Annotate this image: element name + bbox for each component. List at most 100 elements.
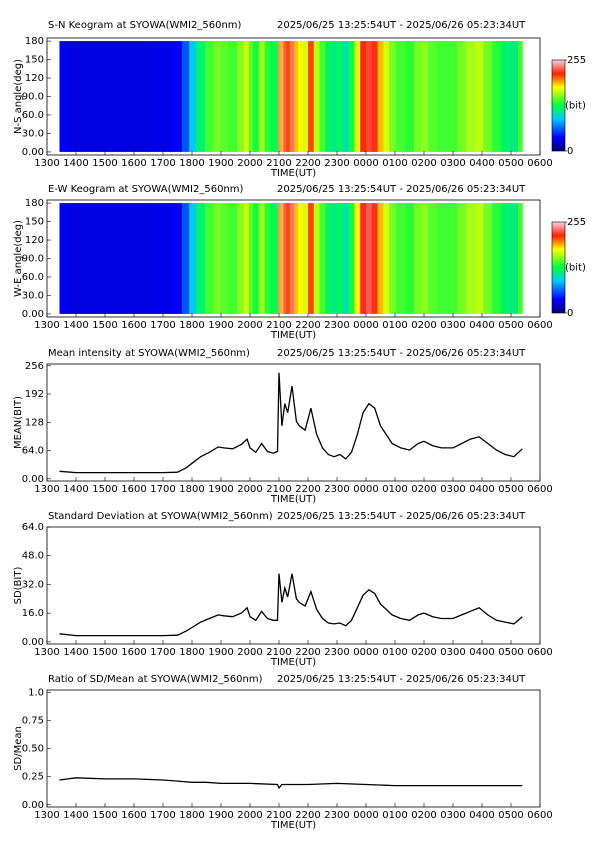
x-tick-label: 1500: [92, 810, 117, 821]
x-tick-label: 0000: [353, 484, 378, 495]
x-tick-label: 2100: [266, 810, 291, 821]
keogram-column: [466, 41, 476, 152]
x-tick-label: 1400: [63, 484, 88, 495]
keogram-column: [119, 41, 149, 152]
x-tick-label: 2000: [237, 484, 262, 495]
x-tick-label: 1600: [121, 647, 146, 658]
y-tick-label: 1.0: [28, 687, 44, 698]
keogram-column: [509, 41, 519, 152]
x-tick-label: 0600: [527, 484, 552, 495]
keogram-column: [313, 203, 320, 314]
chart-subtitle: 2025/06/25 13:25:54UT - 2025/06/26 05:23…: [277, 674, 526, 685]
keogram-column: [405, 41, 415, 152]
keogram-column: [360, 203, 367, 314]
keogram-column: [366, 203, 373, 314]
x-tick-label: 1700: [150, 158, 175, 169]
x-tick-label: 0400: [469, 484, 494, 495]
x-tick-label: 1500: [92, 320, 117, 331]
keogram-column: [319, 203, 326, 314]
x-tick-label: 0000: [353, 810, 378, 821]
x-tick-label: 0100: [382, 810, 407, 821]
keogram-column: [377, 41, 384, 152]
keogram-column: [90, 41, 120, 152]
keogram-column: [244, 203, 249, 314]
keogram-column: [181, 203, 190, 314]
keogram-column: [518, 41, 523, 152]
colorbar-tick-label: 255: [567, 55, 586, 66]
y-tick-label: 30.0: [22, 128, 44, 139]
keogram-column: [148, 41, 171, 152]
x-tick-label: 0500: [498, 158, 523, 169]
x-tick-label: 1500: [92, 158, 117, 169]
keogram-column: [275, 203, 279, 314]
chart-subtitle: 2025/06/25 13:25:54UT - 2025/06/26 05:23…: [277, 348, 526, 359]
x-tick-label: 2300: [324, 810, 349, 821]
chart-title: Mean intensity at SYOWA(WMI2_560nm): [48, 348, 250, 359]
colorbar-tick-label: 0: [567, 308, 573, 319]
x-tick-label: 0100: [382, 320, 407, 331]
x-tick-label: 0600: [527, 647, 552, 658]
x-tick-label: 1700: [150, 810, 175, 821]
keogram-column: [405, 203, 415, 314]
x-tick-label: 2300: [324, 158, 349, 169]
y-tick-label: 64.0: [22, 522, 44, 533]
x-tick-label: 0500: [498, 320, 523, 331]
x-tick-label: 0200: [411, 320, 436, 331]
x-tick-label: 1900: [208, 158, 233, 169]
x-tick-label: 0300: [440, 158, 465, 169]
keogram-column: [383, 203, 390, 314]
x-axis-label: TIME(UT): [270, 820, 316, 831]
y-tick-label: 90.0: [22, 92, 44, 103]
keogram-column: [270, 203, 276, 314]
x-tick-label: 0400: [469, 810, 494, 821]
chart-title: Standard Deviation at SYOWA(WMI2_560nm): [48, 511, 273, 522]
keogram-column: [428, 41, 438, 152]
x-tick-label: 0300: [440, 320, 465, 331]
y-tick-label: 64.0: [22, 446, 44, 457]
keogram-column: [302, 41, 309, 152]
keogram-column: [428, 203, 438, 314]
x-tick-label: 0600: [527, 158, 552, 169]
x-tick-label: 1900: [208, 484, 233, 495]
x-tick-label: 0300: [440, 810, 465, 821]
keogram-column: [389, 41, 397, 152]
keogram-column: [275, 41, 279, 152]
x-tick-label: 0100: [382, 484, 407, 495]
line-series: [59, 573, 523, 637]
x-tick-label: 1600: [121, 810, 146, 821]
x-tick-label: 0400: [469, 320, 494, 331]
keogram-column: [170, 41, 183, 152]
keogram-column: [413, 41, 422, 152]
x-tick-label: 2100: [266, 484, 291, 495]
x-tick-label: 0200: [411, 810, 436, 821]
keogram-column: [280, 41, 284, 152]
keogram-column: [294, 41, 299, 152]
x-tick-label: 2100: [266, 647, 291, 658]
plot-frame: [46, 526, 541, 645]
x-tick-label: 0100: [382, 647, 407, 658]
keogram-column: [500, 203, 510, 314]
plot-frame: [46, 363, 541, 482]
x-tick-label: 1300: [34, 320, 59, 331]
x-tick-label: 1900: [208, 810, 233, 821]
keogram-column: [348, 41, 355, 152]
x-tick-label: 1500: [92, 484, 117, 495]
colorbar-label: (bit): [565, 263, 586, 274]
keogram-column: [421, 203, 429, 314]
x-tick-label: 1300: [34, 647, 59, 658]
keogram-column: [297, 41, 303, 152]
keogram-column: [371, 203, 378, 314]
y-tick-label: 128: [25, 417, 44, 428]
keogram-column: [342, 41, 349, 152]
x-tick-label: 1700: [150, 320, 175, 331]
keogram-column: [492, 41, 502, 152]
keogram-column: [228, 41, 238, 152]
x-tick-label: 1900: [208, 647, 233, 658]
x-axis-label: TIME(UT): [270, 494, 316, 505]
keogram-column: [360, 41, 367, 152]
keogram-column: [483, 203, 493, 314]
x-tick-label: 2200: [295, 484, 320, 495]
x-tick-label: 0300: [440, 484, 465, 495]
x-tick-label: 0400: [469, 158, 494, 169]
x-tick-label: 0000: [353, 158, 378, 169]
